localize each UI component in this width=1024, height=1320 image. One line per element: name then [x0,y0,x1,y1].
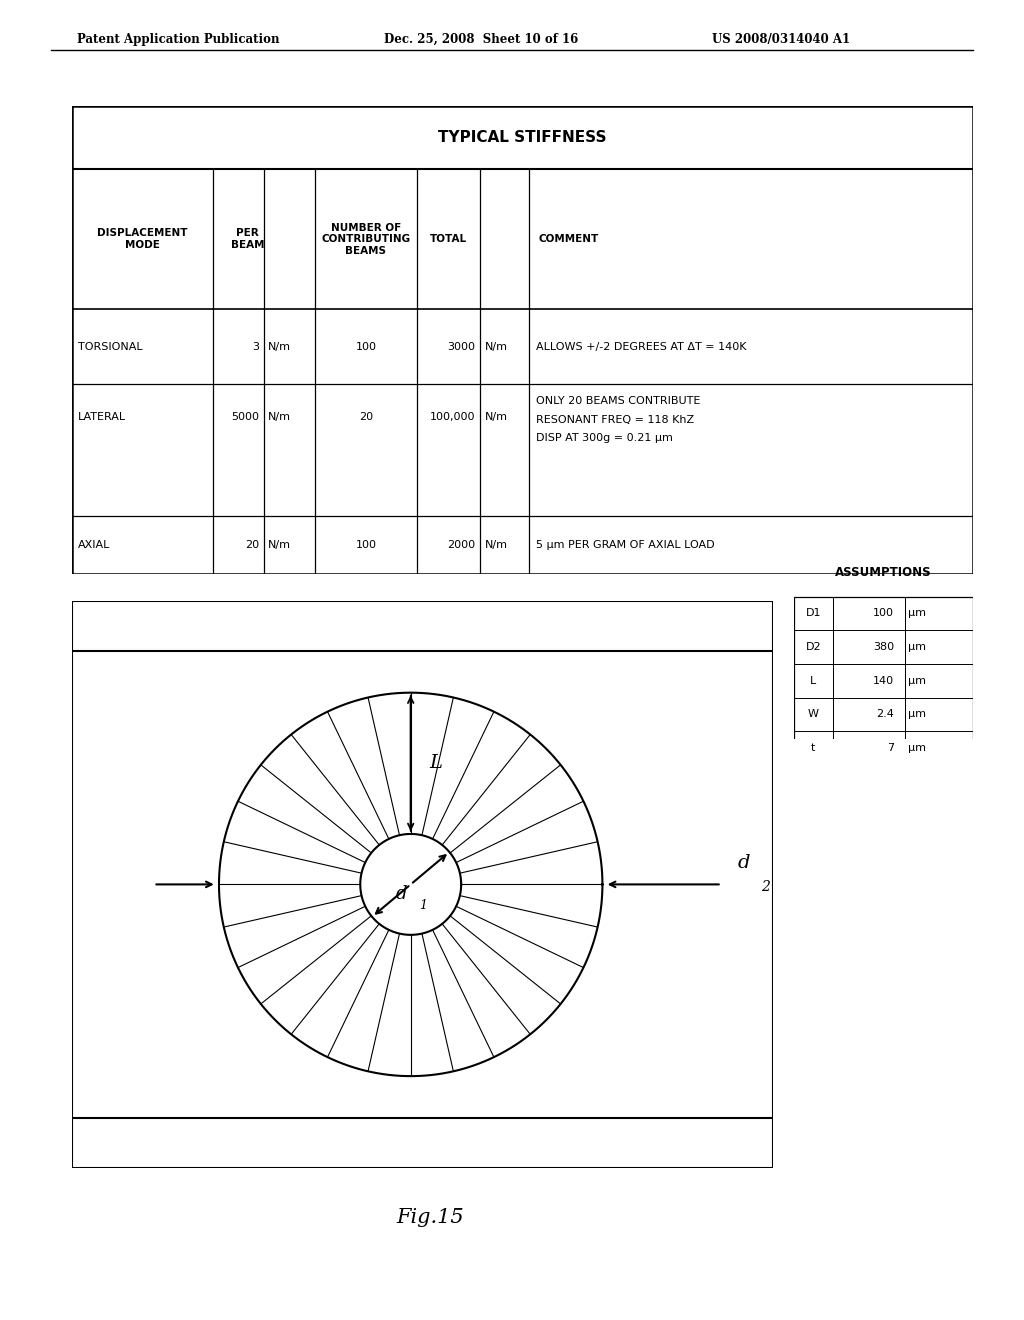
Text: 380: 380 [872,642,894,652]
Text: TOTAL: TOTAL [430,234,467,244]
Text: TYPICAL STIFFNESS: TYPICAL STIFFNESS [438,129,606,145]
Text: NUMBER OF
CONTRIBUTING
BEAMS: NUMBER OF CONTRIBUTING BEAMS [322,223,411,256]
Text: ALLOWS +/-2 DEGREES AT ΔT = 140K: ALLOWS +/-2 DEGREES AT ΔT = 140K [536,342,746,352]
Text: 20: 20 [358,412,373,422]
Text: W: W [808,709,819,719]
Text: d: d [738,854,751,873]
Text: DISP AT 300g = 0.21 μm: DISP AT 300g = 0.21 μm [536,433,673,444]
Text: 7: 7 [887,743,894,752]
Text: 1: 1 [420,899,428,912]
Text: μm: μm [908,609,926,619]
Text: L: L [429,754,442,772]
Text: PER
BEAM: PER BEAM [230,228,264,249]
Text: 100: 100 [355,540,377,550]
Text: LATERAL: LATERAL [78,412,126,422]
Text: 3: 3 [252,342,259,352]
Text: 5000: 5000 [231,412,259,422]
Text: US 2008/0314040 A1: US 2008/0314040 A1 [712,33,850,46]
Text: L: L [810,676,816,685]
Text: N/m: N/m [484,342,508,352]
Text: 2: 2 [762,879,770,894]
Text: D1: D1 [806,609,821,619]
Text: 100: 100 [355,342,377,352]
Text: COMMENT: COMMENT [539,234,599,244]
Text: N/m: N/m [268,412,291,422]
Text: 20: 20 [245,540,259,550]
Text: 100: 100 [872,609,894,619]
Text: D2: D2 [806,642,821,652]
Text: DISPLACEMENT
MODE: DISPLACEMENT MODE [97,228,187,249]
Text: ONLY 20 BEAMS CONTRIBUTE: ONLY 20 BEAMS CONTRIBUTE [536,396,700,405]
Text: d: d [395,884,408,903]
Text: 2000: 2000 [447,540,475,550]
Text: t: t [811,743,815,752]
Text: μm: μm [908,743,926,752]
Text: TORSIONAL: TORSIONAL [78,342,142,352]
Text: 100,000: 100,000 [430,412,475,422]
Text: N/m: N/m [484,412,508,422]
Text: 5 μm PER GRAM OF AXIAL LOAD: 5 μm PER GRAM OF AXIAL LOAD [536,540,715,550]
Text: 140: 140 [872,676,894,685]
Text: 2.4: 2.4 [877,709,894,719]
Text: AXIAL: AXIAL [78,540,111,550]
Text: μm: μm [908,709,926,719]
Bar [72,651,773,1118]
Text: Dec. 25, 2008  Sheet 10 of 16: Dec. 25, 2008 Sheet 10 of 16 [384,33,579,46]
Text: μm: μm [908,642,926,652]
Text: Patent Application Publication: Patent Application Publication [77,33,280,46]
Text: ASSUMPTIONS: ASSUMPTIONS [835,566,932,579]
Text: N/m: N/m [268,540,291,550]
Text: 3000: 3000 [447,342,475,352]
Text: RESONANT FREQ = 118 KhZ: RESONANT FREQ = 118 KhZ [536,414,694,425]
Text: N/m: N/m [268,342,291,352]
Text: N/m: N/m [484,540,508,550]
Bar [72,601,773,1168]
Text: Fig.15: Fig.15 [396,1208,464,1226]
Text: μm: μm [908,676,926,685]
